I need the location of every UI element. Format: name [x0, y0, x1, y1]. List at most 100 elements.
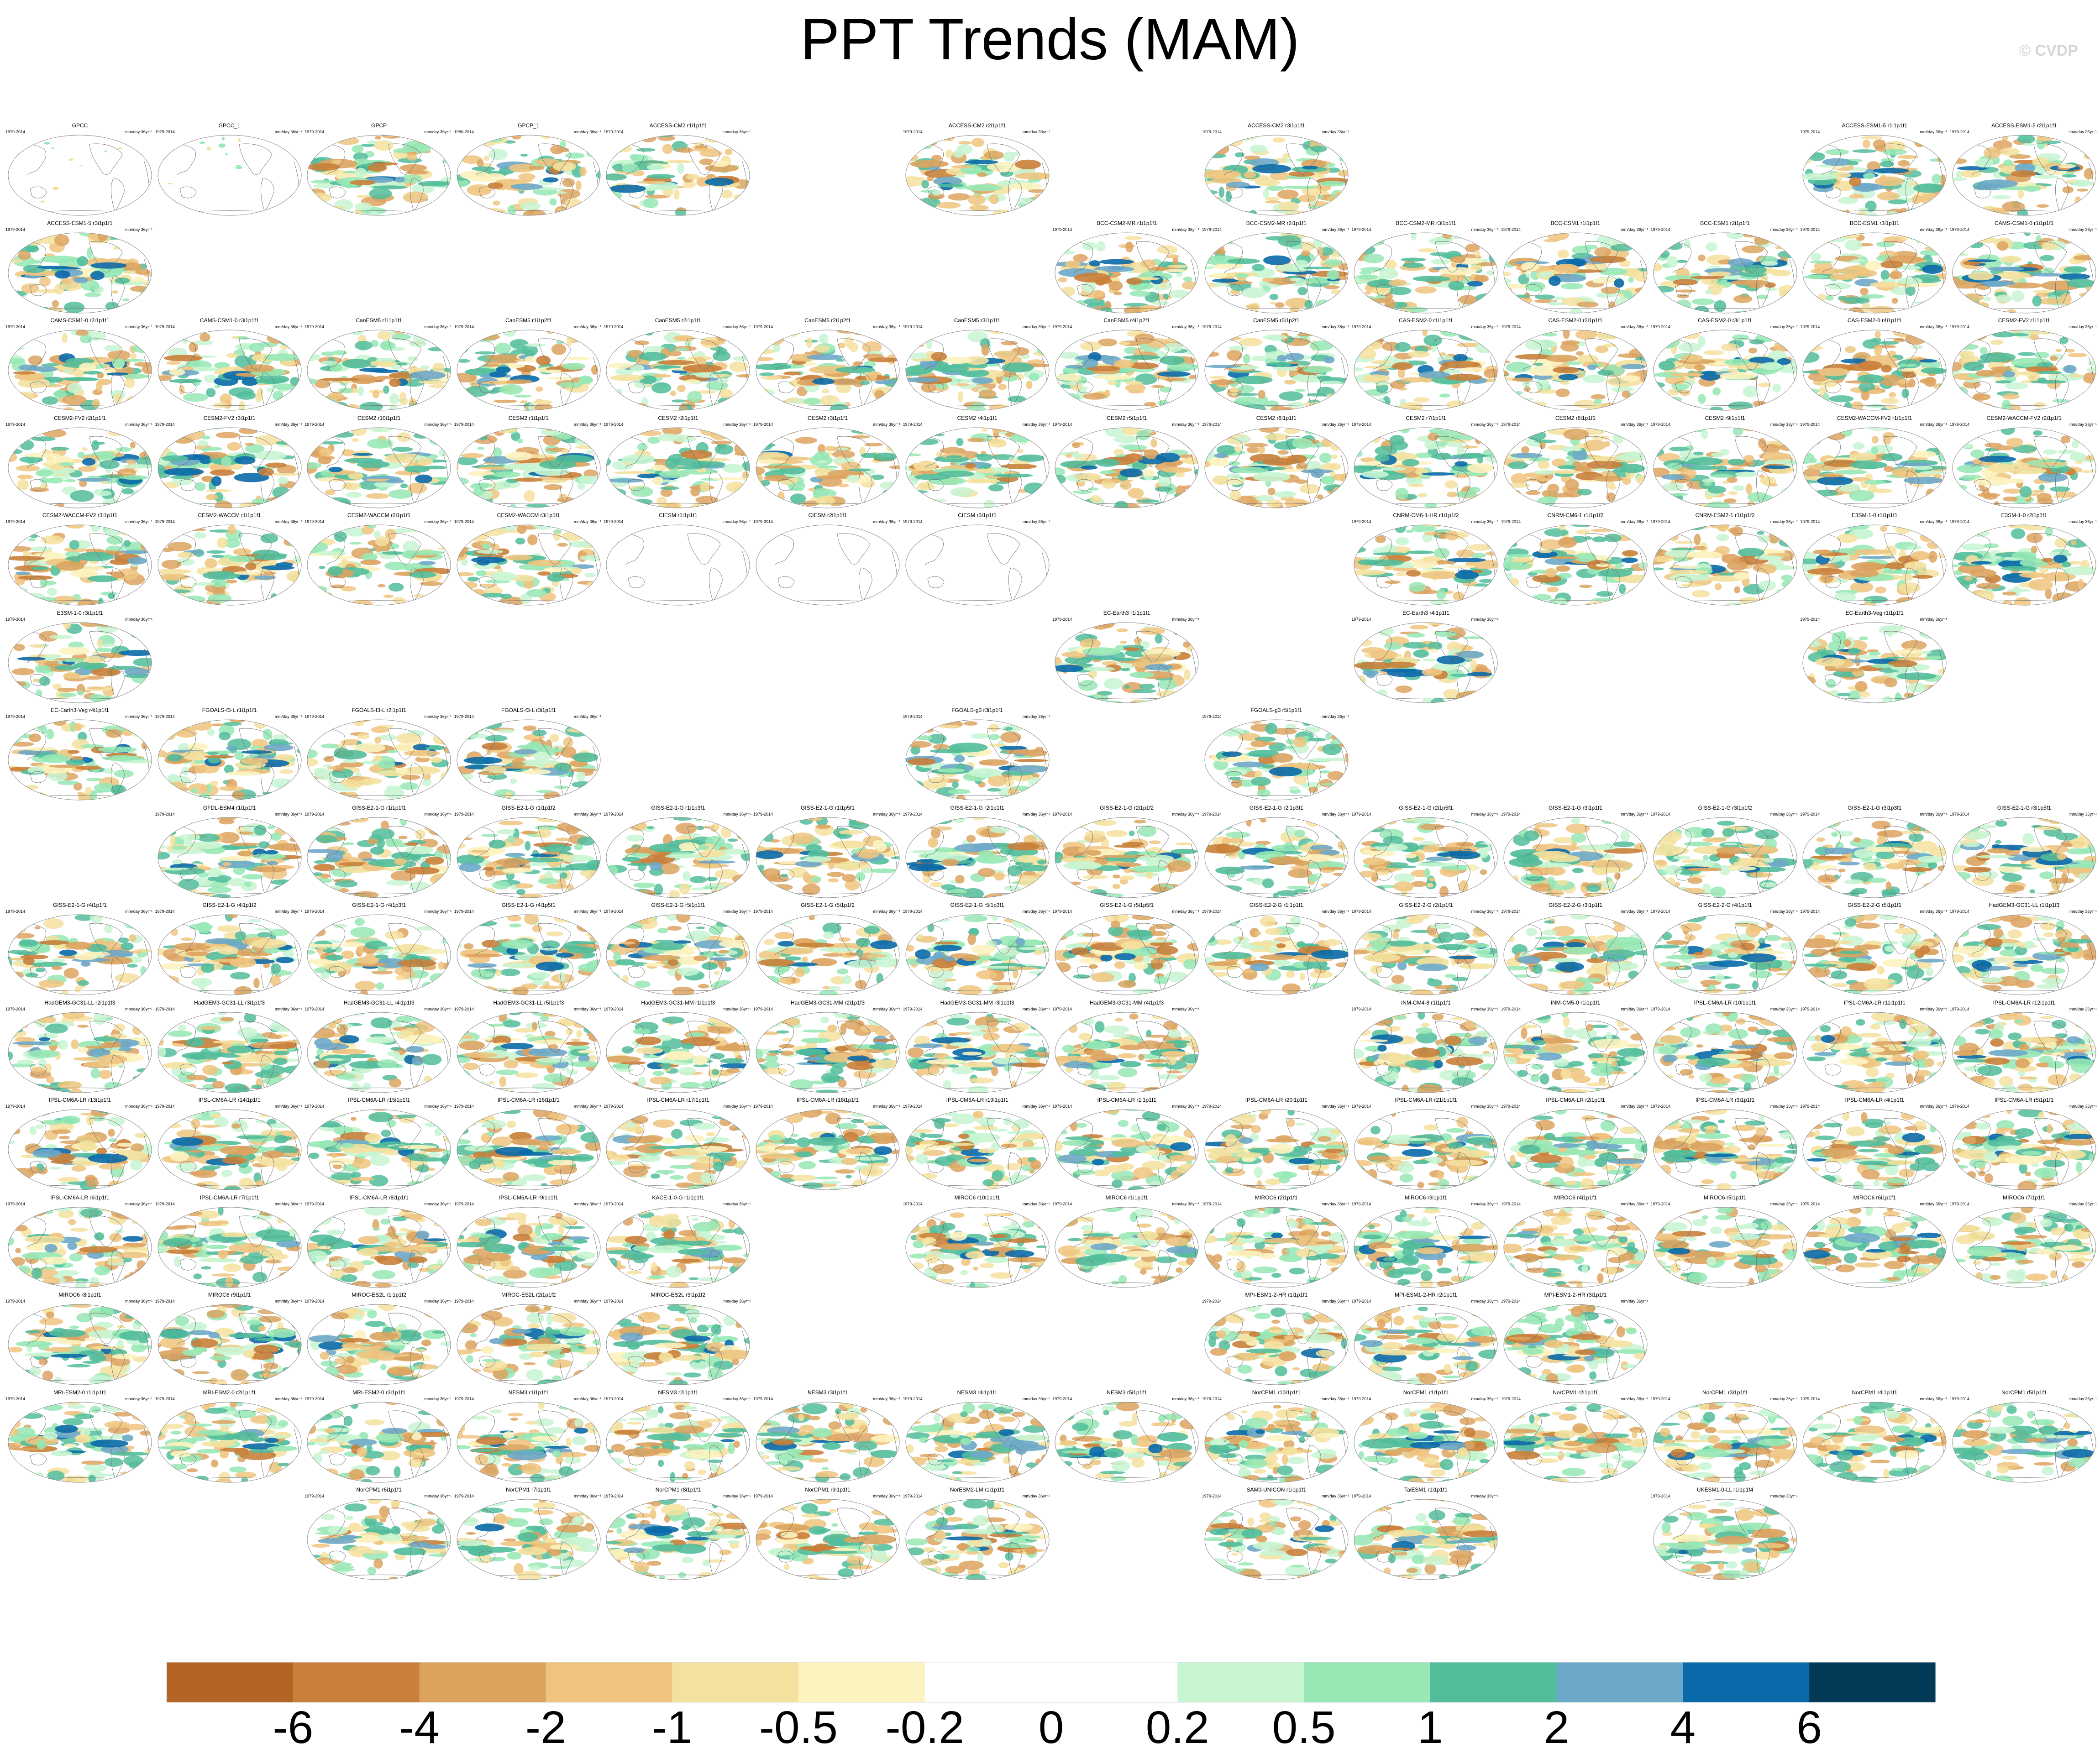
map-panel: MIROC6 r7i1p1f1 1979-2014 mm/day 36yr⁻¹ [1950, 1194, 2099, 1290]
map-frame [1354, 427, 1498, 508]
panel-units: mm/day 36yr⁻¹ [1471, 519, 1499, 524]
trend-field [457, 915, 600, 995]
panel-years: 1979-2014 [1202, 227, 1222, 232]
panel-units: mm/day 36yr⁻¹ [1621, 1104, 1648, 1109]
map-frame [158, 1207, 302, 1288]
map-panel: IPSL-CM6A-LR r4i1p1f1 1979-2014 mm/day 36y… [1800, 1097, 1949, 1193]
map-svg [1802, 914, 1947, 995]
map-svg [606, 427, 750, 508]
panel-units: mm/day 36yr⁻¹ [2069, 909, 2097, 914]
trend-field [307, 330, 451, 410]
map-frame [1354, 232, 1498, 313]
map-svg [756, 1109, 900, 1190]
panel-title: IPSL-CM6A-LR r2i1p1f1 [1546, 1097, 1605, 1103]
map-panel: MRI-ESM2-0 r1i1p1f1 1979-2014 mm/day 36yr⁻… [5, 1389, 154, 1485]
map-frame [1952, 135, 2096, 216]
map-frame [1503, 914, 1648, 995]
trend-field [1354, 525, 1498, 605]
map-panel: CESM2 r10i1p1f1 1979-2014 mm/day 36yr⁻¹ [304, 415, 453, 511]
map-panel: ACCESS-CM2 r1i1p1f1 1979-2014 mm/day 36yr⁻… [604, 122, 752, 218]
panel-title: IPSL-CM6A-LR r13i1p1f1 [48, 1097, 111, 1103]
trend-field [8, 525, 152, 605]
trend-field [606, 330, 750, 410]
trend-field [457, 427, 600, 508]
trend-field [756, 525, 899, 605]
panel-title: CAMS-CSM1-0 r1i1p1f1 [1995, 220, 2054, 226]
map-svg [606, 817, 750, 898]
trend-field [8, 427, 152, 508]
panel-title: GISS-E2-1-G r1i1p3f1 [651, 804, 705, 811]
trend-field [8, 1207, 152, 1288]
panel-years: 1979-2014 [1800, 909, 1820, 914]
map-frame [756, 427, 900, 508]
map-panel: CanESM5 r2i1p2f1 1979-2014 mm/day 36yr⁻¹ [753, 317, 902, 413]
panel-units: mm/day 36yr⁻¹ [873, 909, 900, 914]
panel-years: 1979-2014 [1501, 325, 1521, 329]
map-svg [8, 1109, 152, 1190]
panel-title: CAS-ESM2-0 r1i1p1f1 [1399, 317, 1453, 324]
map-frame [905, 427, 1050, 508]
map-frame [457, 914, 601, 995]
panel-units: mm/day 36yr⁻¹ [1022, 811, 1050, 817]
panel-title: BCC-CSM2-MR r2i1p1f1 [1246, 220, 1307, 226]
panel-years: 1979-2014 [304, 130, 325, 134]
map-panel: NorESM2-LM r1i1p1f1 1979-2014 mm/day 36yr⁻… [903, 1487, 1052, 1582]
panel-years: 1979-2014 [1052, 1201, 1072, 1206]
panel-years: 1979-2014 [604, 325, 624, 329]
map-frame [1055, 1012, 1199, 1093]
map-panel: GISS-E2-1-G r4i1p5f1 1979-2014 mm/day 36yr… [454, 902, 603, 998]
map-panel: NorCPM1 r9i1p1f1 1979-2014 mm/day 36yr⁻¹ [753, 1487, 902, 1582]
map-svg [457, 330, 601, 411]
map-panel: MIROC-ES2L r2i1p1f2 1979-2014 mm/day 36yr⁻… [454, 1292, 603, 1387]
map-svg [1204, 719, 1349, 801]
map-panel: MPI-ESM1-2-HR r1i1p1f1 1979-2014 mm/day 36… [1202, 1292, 1351, 1387]
map-svg [1055, 1109, 1199, 1190]
map-panel: GISS-E2-1-G r1i1p1f2 1979-2014 mm/day 36yr… [454, 805, 603, 900]
panel-title: IPSL-CM6A-LR r3i1p1f1 [1695, 1097, 1755, 1103]
map-panel: GISS-E2-1-G r1i1p1f1 1979-2014 mm/day 36yr… [304, 805, 453, 900]
map-frame [1503, 1012, 1648, 1093]
panel-units: mm/day 36yr⁻¹ [125, 519, 152, 524]
trend-field [1204, 1304, 1348, 1385]
map-frame [8, 1012, 152, 1093]
trend-field [905, 1110, 1049, 1190]
map-frame [8, 622, 152, 703]
trend-field [8, 915, 152, 995]
map-svg [905, 1207, 1050, 1288]
map-frame [158, 914, 302, 995]
map-frame [606, 135, 750, 216]
map-panel: IPSL-CM6A-LR r15i1p1f1 1979-2014 mm/day 36… [304, 1097, 453, 1193]
map-panel: CESM2 r7i1p1f1 1979-2014 mm/day 36yr⁻¹ [1351, 415, 1500, 511]
map-frame [1802, 1109, 1947, 1190]
map-panel: NorCPM1 r4i1p1f1 1979-2014 mm/day 36yr⁻¹ [1800, 1389, 1949, 1485]
panel-title: CESM2 r10i1p1f1 [357, 414, 401, 421]
map-panel: GISS-E2-1-G r4i1p1f1 1979-2014 mm/day 36yr… [5, 902, 154, 998]
trend-field [1803, 622, 1947, 703]
panel-title: CAMS-CSM1-0 r2i1p1f1 [50, 317, 110, 324]
panel-units: mm/day 36yr⁻¹ [723, 422, 751, 427]
panel-title: GISS-E2-1-G r5i1p5f1 [1100, 902, 1154, 908]
map-panel: GISS-E2-1-G r5i1p3f1 1979-2014 mm/day 36yr… [903, 902, 1052, 998]
map-frame [1204, 817, 1349, 898]
map-svg [457, 1402, 601, 1482]
map-svg [756, 427, 900, 508]
map-svg [606, 1012, 750, 1093]
trend-field [1504, 817, 1647, 898]
map-frame [457, 427, 601, 508]
map-panel: FGOALS-g3 r5i1p1f1 1979-2014 mm/day 36yr⁻¹ [1202, 707, 1351, 803]
panel-units: mm/day 36yr⁻¹ [1022, 325, 1050, 329]
map-panel: CESM2 r6i1p1f1 1979-2014 mm/day 36yr⁻¹ [1202, 415, 1351, 511]
map-panel: MIROC-ES2L r1i1p1f2 1979-2014 mm/day 36yr⁻… [304, 1292, 453, 1387]
map-svg [1653, 817, 1797, 898]
panel-title: GISS-E2-2-G r3i1p1f1 [1548, 902, 1603, 908]
map-svg [1802, 1109, 1947, 1190]
panel-units: mm/day 36yr⁻¹ [1770, 422, 1798, 427]
trend-field [1055, 817, 1199, 898]
map-panel: GISS-E2-1-G r2i1p5f1 1979-2014 mm/day 36yr… [1351, 805, 1500, 900]
panel-years: 1979-2014 [1501, 909, 1521, 914]
panel-years: 1979-2014 [1501, 1396, 1521, 1401]
map-svg [457, 1207, 601, 1288]
map-svg [1503, 817, 1648, 898]
panel-years: 1979-2014 [155, 811, 175, 817]
map-svg [1204, 914, 1349, 995]
